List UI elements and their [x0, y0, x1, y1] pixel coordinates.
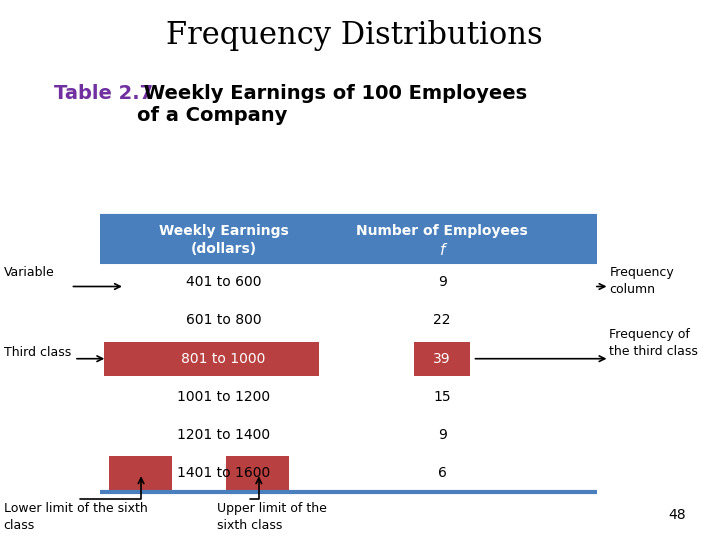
Bar [100, 217, 598, 263]
Text: 401 to 600: 401 to 600 [186, 275, 261, 289]
Text: 39: 39 [433, 352, 451, 366]
Bar [104, 342, 319, 376]
Text: 601 to 800: 601 to 800 [186, 314, 261, 327]
Bar [109, 456, 172, 490]
Text: 1001 to 1200: 1001 to 1200 [177, 390, 270, 404]
Bar [225, 456, 289, 490]
Text: Variable: Variable [4, 266, 54, 279]
Text: 1201 to 1400: 1201 to 1400 [177, 428, 270, 442]
Text: Table 2.7: Table 2.7 [54, 84, 153, 103]
Text: Weekly Earnings of 100 Employees
of a Company: Weekly Earnings of 100 Employees of a Co… [137, 84, 527, 125]
Text: f: f [439, 242, 445, 258]
Text: 9: 9 [438, 428, 446, 442]
Text: 6: 6 [438, 467, 446, 481]
Text: Upper limit of the
sixth class: Upper limit of the sixth class [217, 502, 326, 532]
Text: Third class: Third class [4, 346, 71, 359]
Text: Weekly Earnings
(dollars): Weekly Earnings (dollars) [158, 224, 289, 256]
Text: 9: 9 [438, 275, 446, 289]
Text: Frequency Distributions: Frequency Distributions [166, 20, 542, 51]
Bar [414, 342, 470, 376]
Text: Frequency
column: Frequency column [609, 266, 674, 296]
Text: 48: 48 [668, 508, 685, 522]
Text: Frequency of
the third class: Frequency of the third class [609, 328, 698, 358]
Text: 801 to 1000: 801 to 1000 [181, 352, 266, 366]
Text: 1401 to 1600: 1401 to 1600 [177, 467, 270, 481]
Text: 15: 15 [433, 390, 451, 404]
Text: 22: 22 [433, 314, 451, 327]
Text: Lower limit of the sixth
class: Lower limit of the sixth class [4, 502, 148, 532]
Text: Number of Employees: Number of Employees [356, 224, 528, 238]
